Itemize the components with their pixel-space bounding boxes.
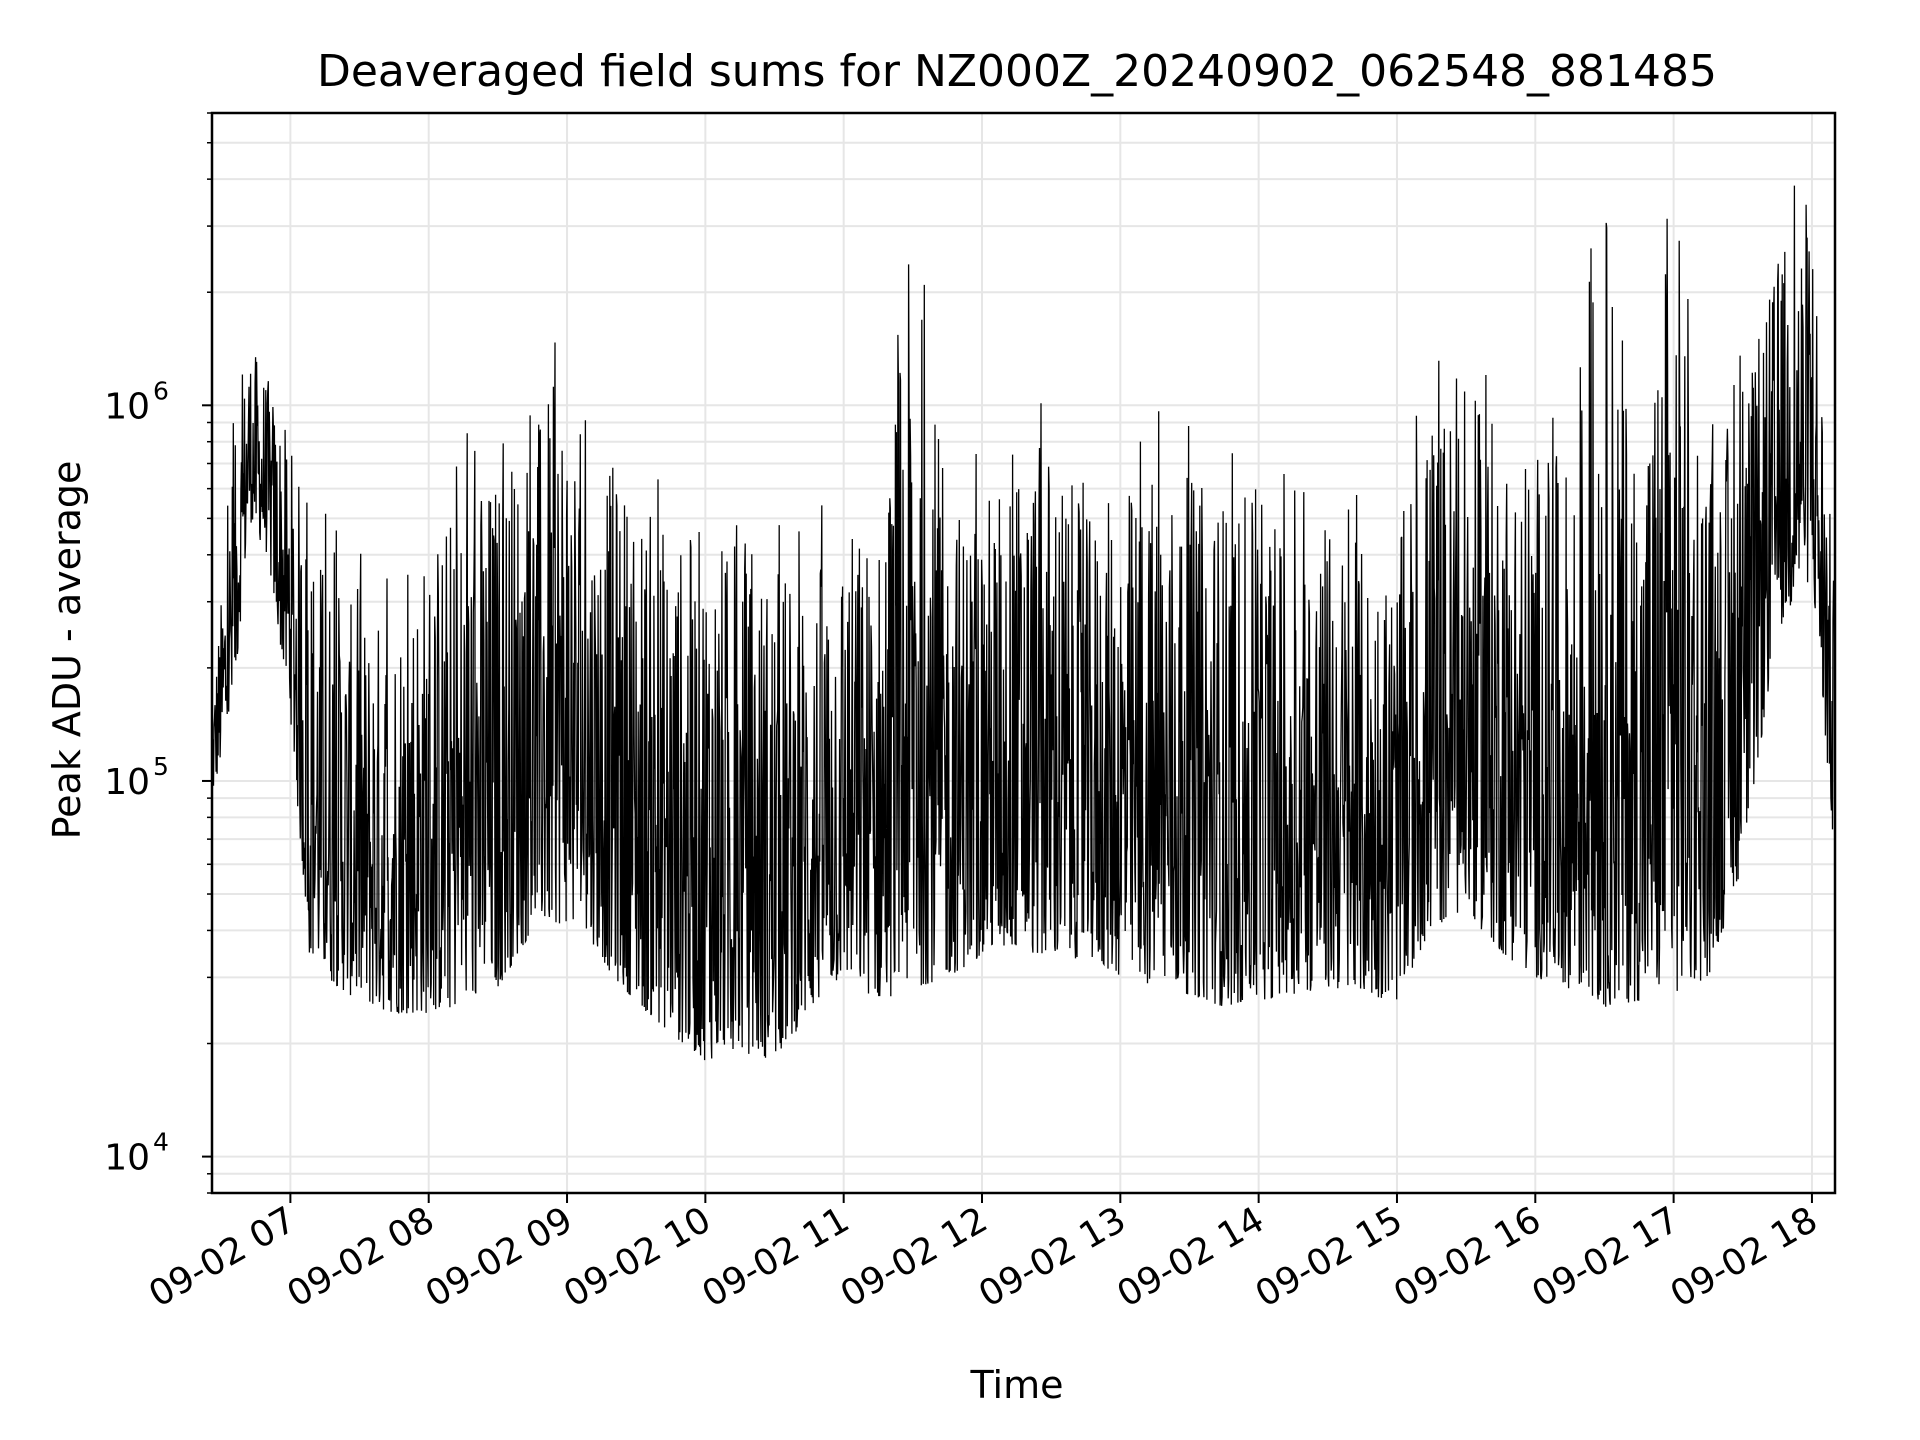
series-line bbox=[211, 185, 1836, 1061]
data-series bbox=[211, 185, 1836, 1061]
y-tick-label: 10 bbox=[104, 762, 150, 803]
x-axis-label: Time bbox=[970, 1363, 1064, 1407]
y-tick-label-exponent: 6 bbox=[153, 376, 169, 405]
y-tick-label-exponent: 4 bbox=[153, 1128, 169, 1157]
y-tick-label: 10 bbox=[104, 386, 150, 427]
y-axis-label: Peak ADU - average bbox=[45, 461, 89, 840]
chart-title: Deaveraged field sums for NZ000Z_2024090… bbox=[317, 46, 1717, 97]
plot-frame bbox=[210, 111, 1837, 1195]
y-tick-label-exponent: 5 bbox=[153, 752, 169, 781]
y-tick-label: 10 bbox=[104, 1138, 150, 1179]
